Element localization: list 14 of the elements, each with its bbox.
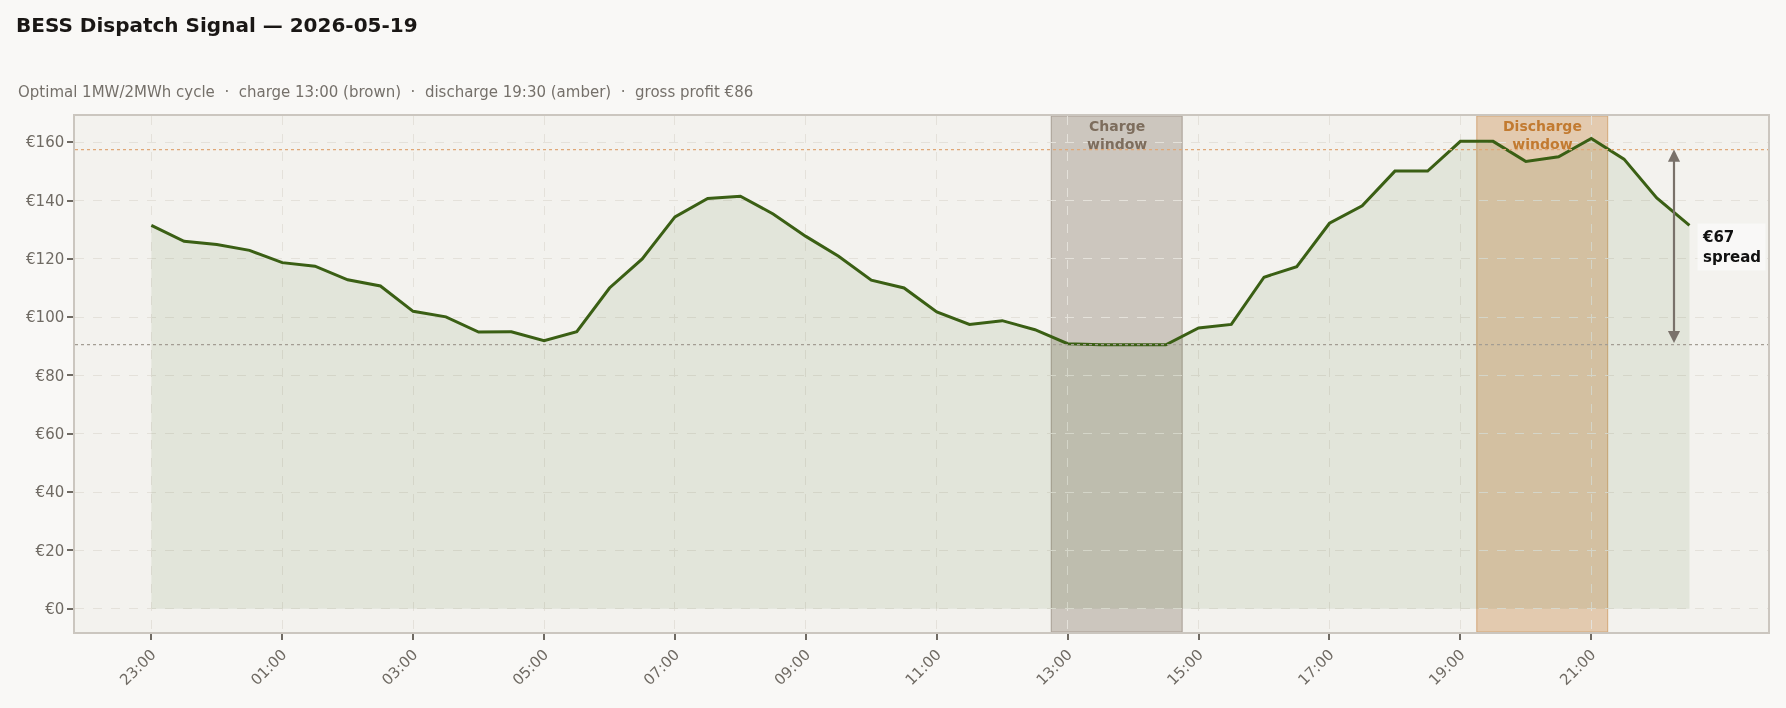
y-tick-label: €0 — [45, 599, 65, 618]
y-tick-label: €140 — [26, 191, 65, 210]
chart-subtitle: Optimal 1MW/2MWh cycle · charge 13:00 (brown) · discharge 19:30 (amber) · gross profit €86 — [18, 83, 754, 101]
y-tick-label: €40 — [35, 483, 65, 502]
band-label: Discharge window — [1503, 118, 1582, 153]
annotation: €67 spread — [1702, 228, 1762, 266]
band-label: Charge window — [1087, 118, 1148, 153]
y-tick-label: €60 — [35, 425, 65, 444]
y-tick-label: €80 — [35, 366, 65, 385]
y-tick-label: €100 — [26, 308, 65, 327]
y-tick-label: €120 — [26, 250, 65, 269]
y-tick-label: €20 — [35, 541, 65, 560]
chart-title: BESS Dispatch Signal — 2026-05-19 — [16, 13, 418, 37]
y-tick-label: €160 — [26, 133, 65, 152]
